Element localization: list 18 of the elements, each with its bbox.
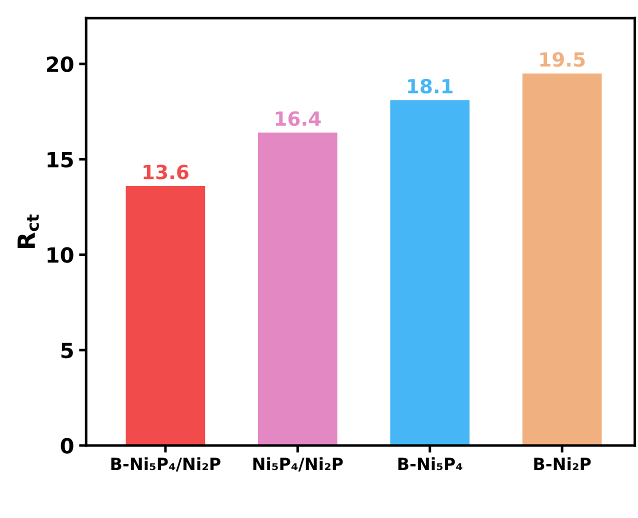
y-tick-label: 10: [48, 247, 74, 263]
data-label: 13.6: [144, 164, 188, 180]
bar: [126, 186, 206, 446]
data-label: 18.1: [408, 78, 453, 94]
x-tick-label: B-Ni₂P: [534, 457, 591, 470]
data-label: 16.4: [276, 111, 321, 126]
bar: [522, 73, 602, 446]
y-tick-label: 15: [48, 152, 73, 168]
x-tick-label: B-Ni₅P₄: [398, 457, 462, 470]
y-tick-label: 5: [61, 342, 73, 358]
x-tick-label: Ni₅P₄/Ni₂P: [253, 457, 343, 472]
bar: [258, 132, 338, 446]
y-tick-label: 20: [46, 56, 74, 72]
bar: [390, 100, 470, 446]
x-tick-label: B-Ni₅P₄/Ni₂P: [111, 457, 220, 472]
data-label: 19.5: [540, 52, 585, 67]
y-axis-title: R$_{ct}$: [18, 214, 39, 248]
y-tick-label: 0: [60, 438, 74, 454]
